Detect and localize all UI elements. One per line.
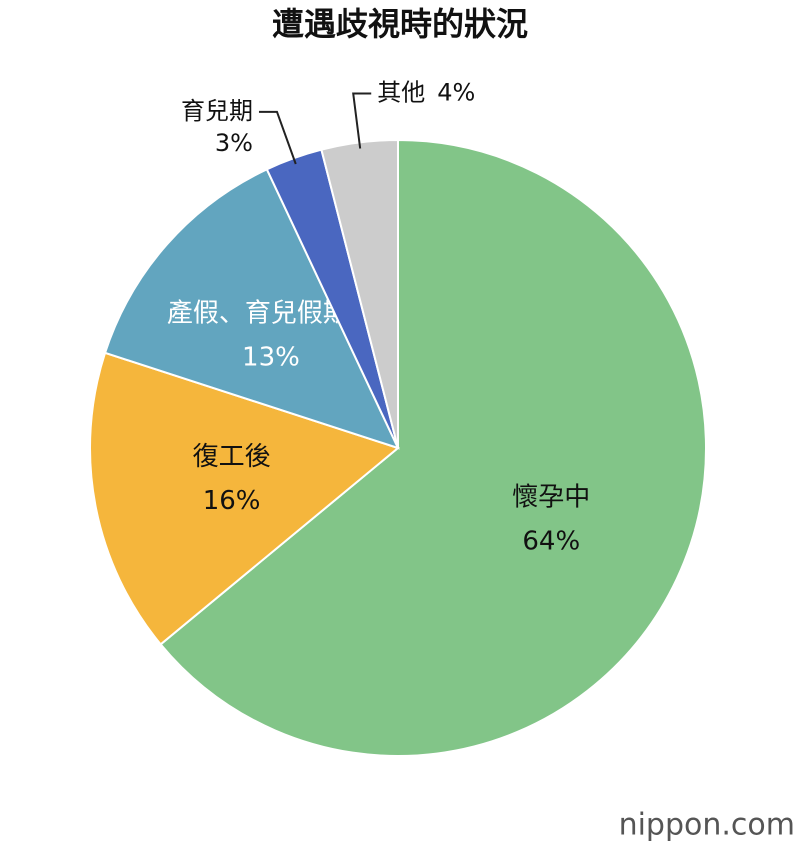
slice-label: 復工後 (193, 442, 271, 472)
slice-label: 懷孕中 (512, 483, 590, 513)
watermark: nippon.com (619, 808, 795, 843)
pie-slice (89, 351, 401, 646)
value-label: 16% (203, 486, 261, 516)
slice-label: 育兒期 (181, 97, 253, 125)
leader-line (258, 110, 297, 165)
value-label: 13% (242, 342, 300, 372)
pie-slice (159, 138, 707, 757)
value-label: 3% (215, 129, 253, 157)
slice-label: 其他 (377, 79, 425, 107)
chart-title: 遭遇歧視時的狀況 (272, 5, 528, 43)
value-label: 4% (437, 79, 475, 107)
value-label: 64% (522, 527, 580, 557)
leader-line (352, 92, 372, 149)
pie-slice (103, 167, 400, 450)
